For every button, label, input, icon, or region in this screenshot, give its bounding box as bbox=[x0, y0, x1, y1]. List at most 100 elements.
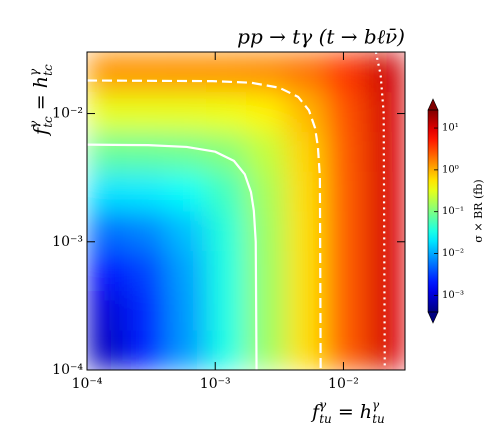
heatmap-cell bbox=[285, 171, 326, 212]
contour-line bbox=[87, 143, 258, 370]
heatmap-cell bbox=[246, 210, 287, 252]
heatmap bbox=[87, 52, 405, 370]
contour-line bbox=[87, 79, 322, 370]
label-part: tu bbox=[372, 412, 385, 426]
heatmap-cell bbox=[87, 131, 128, 172]
label-part: f bbox=[310, 401, 322, 423]
heatmap-cell bbox=[365, 330, 405, 370]
heatmap-cell bbox=[206, 171, 247, 212]
colorbar-extend-max bbox=[427, 98, 439, 111]
heatmap-cell bbox=[126, 250, 168, 291]
plot-frame bbox=[86, 51, 406, 371]
heatmap-cell bbox=[325, 131, 366, 172]
heatmap-cell bbox=[325, 290, 366, 331]
heatmap-cell bbox=[285, 91, 326, 133]
heatmap-cell bbox=[87, 91, 128, 133]
heatmap-cell bbox=[166, 250, 207, 291]
colorbar: 10¹ 10⁰ 10⁻¹ 10⁻² 10⁻³ bbox=[427, 98, 464, 324]
heatmap-cell bbox=[126, 91, 168, 133]
heatmap-cell bbox=[87, 250, 128, 291]
heatmap-cell bbox=[365, 131, 405, 172]
label-part: γ bbox=[372, 398, 380, 412]
heatmap-cell bbox=[87, 52, 128, 93]
y-tick-label: 10⁻² bbox=[52, 106, 83, 122]
heatmap-cell bbox=[246, 131, 287, 172]
heatmap-cell bbox=[325, 210, 366, 252]
heatmap-cell bbox=[206, 290, 247, 331]
contours bbox=[87, 52, 386, 370]
heatmap-cell bbox=[166, 330, 207, 370]
colorbar-tick-label: 10¹ bbox=[442, 123, 459, 134]
heatmap-cell bbox=[87, 330, 128, 370]
label-part: f bbox=[30, 125, 52, 137]
heatmap-cell bbox=[365, 171, 405, 212]
heatmap-cell bbox=[166, 210, 207, 252]
label-part: tc bbox=[41, 116, 55, 128]
heatmap-cell bbox=[325, 52, 366, 93]
contour-line bbox=[374, 52, 386, 370]
heatmap-cell bbox=[365, 210, 405, 252]
heatmap-cell bbox=[325, 250, 366, 291]
heatmap-cell bbox=[126, 330, 168, 370]
heatmap-cell bbox=[206, 250, 247, 291]
heatmap-cell bbox=[87, 171, 128, 212]
colorbar-tick-label: 10⁻² bbox=[442, 248, 464, 259]
heatmap-cell bbox=[206, 52, 247, 93]
heatmap-cell bbox=[365, 52, 405, 93]
axes: 10⁻⁴ 10⁻³ 10⁻² 10⁻⁴ 10⁻³ 10⁻² bbox=[52, 51, 406, 392]
heatmap-cell bbox=[246, 91, 287, 133]
heatmap-cell bbox=[166, 91, 207, 133]
heatmap-cell bbox=[325, 91, 366, 133]
heatmap-cell bbox=[126, 131, 168, 172]
label-part: = bbox=[30, 88, 52, 116]
x-tick-label: 10⁻⁴ bbox=[72, 376, 103, 392]
x-axis-label: fγ tu = hγ tu bbox=[310, 398, 385, 426]
heatmap-cell bbox=[166, 131, 207, 172]
heatmap-cell bbox=[365, 91, 405, 133]
label-part: tu bbox=[319, 412, 332, 426]
heatmap-cell bbox=[325, 330, 366, 370]
heatmap-cell bbox=[126, 290, 168, 331]
colorbar-body bbox=[428, 110, 438, 312]
heatmap-cell bbox=[126, 210, 168, 252]
heatmap-cell bbox=[325, 171, 366, 212]
heatmap-cell bbox=[365, 250, 405, 291]
y-tick-label: 10⁻⁴ bbox=[52, 362, 83, 378]
colorbar-extend-min bbox=[427, 311, 439, 324]
label-part: tc bbox=[41, 64, 55, 76]
heatmap-cell bbox=[126, 171, 168, 212]
heatmap-cell bbox=[87, 210, 128, 252]
heatmap-cell bbox=[166, 171, 207, 212]
heatmap-cell bbox=[246, 330, 287, 370]
label-part: h bbox=[30, 76, 52, 88]
heatmap-cell bbox=[166, 290, 207, 331]
colorbar-frame bbox=[427, 109, 439, 313]
heatmap-cell bbox=[87, 290, 128, 331]
label-part: = bbox=[332, 401, 360, 423]
y-tick-label: 10⁻³ bbox=[52, 234, 83, 250]
heatmap-cell bbox=[285, 52, 326, 93]
x-tick-label: 10⁻³ bbox=[200, 376, 231, 392]
heatmap-cell bbox=[126, 52, 168, 93]
heatmap-cell bbox=[246, 290, 287, 331]
colorbar-label: σ × BR (fb) bbox=[472, 179, 485, 242]
heatmap-cell bbox=[246, 250, 287, 291]
y-axis-label: fγtc = hγtc bbox=[27, 64, 55, 137]
heatmap-cell bbox=[206, 330, 247, 370]
heatmap-cell bbox=[206, 210, 247, 252]
heatmap-cell bbox=[246, 52, 287, 93]
label-part: γ bbox=[27, 68, 41, 76]
label-part: γ bbox=[319, 398, 327, 412]
heatmap-cell bbox=[166, 52, 207, 93]
x-tick-label: 10⁻² bbox=[328, 376, 359, 392]
colorbar-tick-label: 10⁻³ bbox=[442, 290, 464, 301]
heatmap-cell bbox=[206, 91, 247, 133]
colorbar-tick-label: 10⁰ bbox=[442, 164, 459, 175]
label-part: h bbox=[360, 401, 372, 423]
chart-title: pp → tγ (t → bℓν̄) bbox=[237, 25, 405, 49]
label-part: γ bbox=[27, 120, 41, 128]
colorbar-tick-label: 10⁻¹ bbox=[442, 206, 464, 217]
plot-area bbox=[87, 52, 405, 370]
heatmap-cell bbox=[285, 290, 326, 331]
